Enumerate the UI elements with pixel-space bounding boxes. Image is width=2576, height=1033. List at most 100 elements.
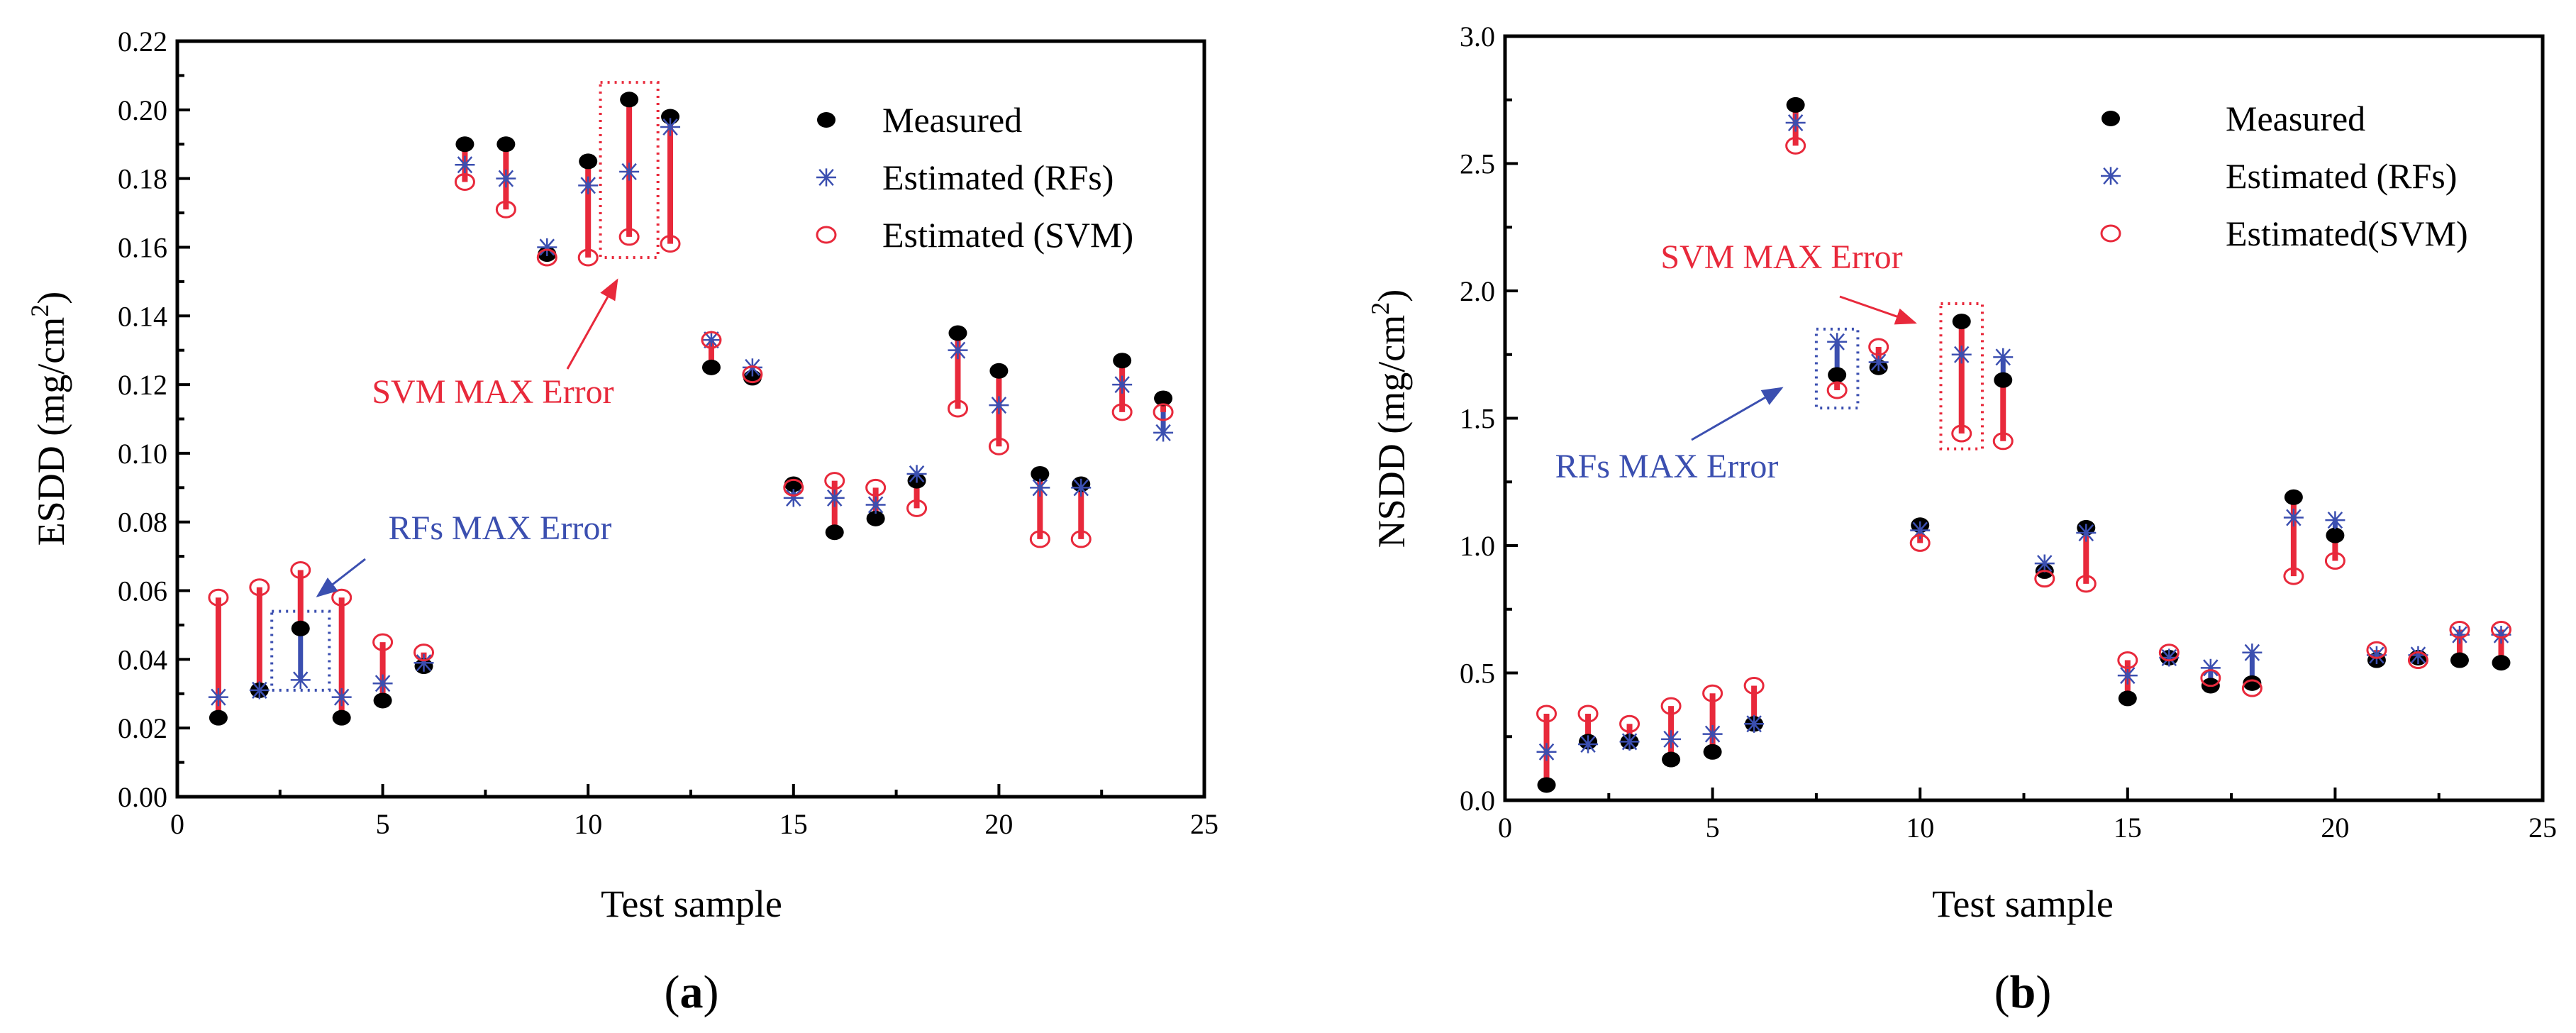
chart-b-measured-point bbox=[1662, 751, 1681, 768]
chart-b-ytick-label: 1.0 bbox=[1460, 530, 1495, 562]
chart-a-svm-point bbox=[290, 561, 311, 579]
chart-a-measured-point bbox=[1113, 353, 1132, 369]
chart-b-measured-point bbox=[2118, 690, 2137, 707]
chart-a-rfs-point bbox=[372, 674, 393, 692]
chart-a-svm-point bbox=[577, 248, 599, 267]
chart-a-rfs-point bbox=[208, 688, 228, 707]
chart-b-svm-point bbox=[1951, 424, 1972, 443]
chart-b-svm-point bbox=[1743, 676, 1765, 695]
chart-b-rfs-point bbox=[1744, 714, 1765, 733]
chart-a-rfs-point bbox=[1030, 478, 1050, 497]
chart-a-svm-point bbox=[331, 588, 352, 607]
chart-a-svm-point bbox=[783, 478, 804, 497]
chart-a-rfs-point bbox=[1153, 424, 1174, 442]
chart-b-rfs-max-error-label: RFs MAX Error bbox=[1555, 448, 1779, 485]
chart-b-xtick-label: 20 bbox=[2321, 812, 2349, 844]
chart-a-svm-point bbox=[947, 399, 968, 418]
chart-a-xtick-label: 0 bbox=[170, 808, 184, 840]
chart-b-svm-max-error-box bbox=[1939, 302, 1984, 451]
chart-a-svm-point bbox=[249, 578, 270, 597]
chart-a-svm-point bbox=[1111, 403, 1133, 421]
chart-b-legend-svm-marker bbox=[2100, 224, 2121, 243]
chart-b-rfs-point bbox=[2242, 643, 2263, 662]
chart-a-svm-point bbox=[1070, 530, 1092, 548]
chart-b-rfs-point bbox=[1868, 353, 1889, 372]
chart-a-svm-point bbox=[536, 248, 557, 267]
chart-a-ytick-label: 0.08 bbox=[118, 507, 167, 538]
chart-a-ytick-label: 0.22 bbox=[118, 26, 167, 57]
chart-b-xtick-label: 15 bbox=[2114, 812, 2142, 844]
chart-b-rfs-point bbox=[1619, 732, 1640, 751]
chart-a-measured-point bbox=[948, 325, 967, 341]
chart-a-measured-point bbox=[332, 709, 351, 726]
chart-b-svm-point bbox=[1826, 381, 1848, 399]
chart-a: ESDD (mg/cm2) Test sample (a) 0 5 10 15 20 25… bbox=[26, 26, 1218, 1018]
chart-b-xtick-label: 5 bbox=[1706, 812, 1720, 844]
chart-a-ytick-label: 0.12 bbox=[118, 369, 167, 401]
chart-b-measured-point bbox=[2326, 527, 2345, 543]
chart-b-rfs-point bbox=[1827, 333, 1848, 351]
chart-b-svm-point bbox=[2407, 651, 2428, 670]
chart-b-rfs-point bbox=[1536, 743, 1557, 761]
chart-a-xlabel: Test sample bbox=[601, 883, 782, 925]
chart-b-rfs-point bbox=[2200, 658, 2221, 677]
chart-a-ytick-label: 0.16 bbox=[118, 231, 167, 263]
chart-b-rfs-point bbox=[1785, 114, 1806, 132]
chart-b-rfs-point bbox=[1702, 725, 1723, 744]
chart-b-rfs-point bbox=[1910, 521, 1931, 540]
chart-a-svm-point bbox=[824, 472, 845, 490]
chart-a-panel-label: (a) bbox=[665, 966, 719, 1018]
chart-b-svm-point bbox=[2490, 620, 2511, 639]
chart-a-rfs-point bbox=[865, 495, 886, 514]
chart-a-rfs-point bbox=[331, 688, 352, 707]
chart-a-ytick-label: 0.00 bbox=[118, 781, 167, 813]
chart-a-legend-label: Estimated (SVM) bbox=[882, 215, 1133, 255]
chart-a-ytick-label: 0.14 bbox=[118, 300, 167, 332]
chart-a-ytick-label: 0.06 bbox=[118, 575, 167, 607]
chart-a-rfs-point bbox=[290, 670, 311, 690]
chart-a-rfs-point bbox=[989, 396, 1009, 414]
chart-a-svm-point bbox=[1153, 403, 1174, 421]
chart-a-svm-point bbox=[495, 200, 516, 219]
chart-a-ytick-label: 0.20 bbox=[118, 94, 167, 126]
chart-a-ytick-label: 0.02 bbox=[118, 712, 167, 744]
chart-b-svm-point bbox=[2366, 641, 2387, 659]
chart-b-rfs-point bbox=[2076, 524, 2097, 542]
chart-b-legend-measured-marker bbox=[2102, 111, 2120, 126]
chart-a-rfs-point bbox=[1112, 375, 1133, 394]
chart-b-measured-point bbox=[2243, 675, 2262, 691]
chart-b-measured-point bbox=[2492, 655, 2511, 671]
chart-b-svm-max-error-label: SVM MAX Error bbox=[1660, 238, 1902, 276]
chart-a-xtick-label: 5 bbox=[376, 808, 390, 840]
chart-b-plot-frame bbox=[1503, 34, 2545, 802]
chart-b-ytick-label: 0.0 bbox=[1460, 785, 1495, 817]
chart-b: NSDD (mg/cm2) Test sample (b) 0 5 10 15 20 25… bbox=[1366, 21, 2557, 1018]
chart-b-legend-label: Measured bbox=[2226, 99, 2365, 138]
chart-b-rfs-arrow bbox=[1691, 387, 1784, 441]
chart-b-measured-point bbox=[2450, 652, 2469, 668]
chart-a-ytick-label: 0.10 bbox=[118, 438, 167, 470]
chart-b-legend-label: Estimated (RFs) bbox=[2226, 156, 2457, 196]
chart-b-rfs-point bbox=[2283, 508, 2304, 527]
chart-a-xtick-label: 10 bbox=[574, 808, 602, 840]
chart-a-measured-point bbox=[989, 363, 1009, 379]
chart-b-rfs-point bbox=[2408, 646, 2428, 664]
chart-a-legend-measured-marker bbox=[817, 112, 835, 128]
chart-a-ytick-label: 0.04 bbox=[118, 643, 167, 675]
chart-b-svm-point bbox=[1660, 697, 1682, 715]
chart-a-svm-point bbox=[454, 172, 475, 191]
chart-a-legend-svm-marker bbox=[816, 226, 837, 244]
chart-b-legend-rfs-marker bbox=[2101, 167, 2121, 185]
chart-a-svm-point bbox=[906, 499, 928, 517]
chart-a-rfs-point bbox=[1071, 478, 1092, 497]
chart-a-rfs-point bbox=[619, 162, 640, 181]
chart-a-xtick-label: 25 bbox=[1190, 808, 1218, 840]
chart-b-ytick-label: 3.0 bbox=[1460, 21, 1495, 53]
chart-a-measured-point bbox=[620, 92, 639, 108]
chart-a-rfs-point bbox=[455, 155, 475, 174]
chart-b-svm-point bbox=[2158, 643, 2180, 662]
chart-a-measured-point bbox=[866, 510, 885, 526]
chart-a-measured-point bbox=[1154, 390, 1173, 407]
chart-a-measured-point bbox=[209, 709, 228, 726]
chart-b-rfs-point bbox=[2117, 666, 2138, 685]
